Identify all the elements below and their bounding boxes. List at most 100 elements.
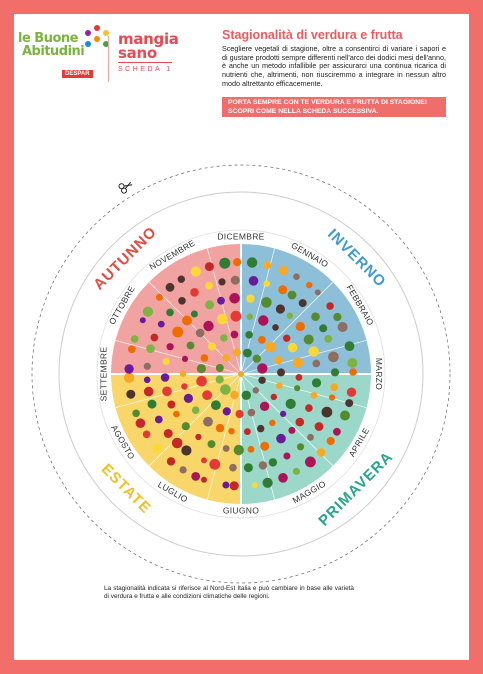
produce-illustration [183, 393, 193, 403]
month-label: MARZO [374, 358, 384, 390]
produce-illustration [288, 426, 296, 434]
produce-illustration [347, 357, 358, 368]
produce-illustration [295, 374, 303, 381]
produce-illustration [319, 324, 328, 333]
produce-illustration [204, 262, 214, 272]
produce-illustration [247, 408, 256, 417]
produce-illustration [310, 392, 318, 399]
produce-illustration [316, 448, 326, 457]
produce-illustration [154, 415, 163, 424]
produce-illustration [257, 424, 265, 433]
produce-illustration [160, 373, 170, 382]
produce-illustration [124, 364, 134, 374]
info-banner: PORTA SEMPRE CON TE VERDURA E FRUTTA DI … [222, 97, 446, 117]
produce-illustration [277, 368, 285, 377]
produce-illustration [330, 368, 340, 377]
produce-illustration [294, 385, 301, 392]
produce-illustration [230, 275, 240, 285]
produce-illustration [257, 363, 268, 374]
produce-illustration [232, 348, 241, 357]
produce-illustration [278, 285, 288, 295]
produce-illustration [283, 334, 291, 342]
produce-illustration [268, 458, 278, 467]
produce-illustration [196, 375, 207, 387]
produce-illustration [178, 297, 186, 305]
wheel-center-dot [238, 371, 244, 377]
produce-illustration [283, 452, 291, 460]
produce-illustration [285, 398, 296, 409]
produce-illustration [203, 416, 213, 427]
produce-illustration [157, 320, 165, 328]
produce-illustration [222, 445, 230, 452]
mangia-sano-title: mangia sano [118, 32, 179, 61]
brand-underline [118, 62, 172, 63]
produce-illustration [235, 409, 244, 419]
produce-illustration [243, 463, 253, 473]
produce-illustration [270, 393, 277, 401]
produce-illustration [305, 404, 313, 412]
produce-illustration [246, 294, 255, 303]
produce-illustration [286, 312, 293, 319]
produce-illustration [287, 290, 297, 300]
produce-illustration [217, 296, 225, 305]
produce-illustration [263, 261, 272, 270]
produce-illustration [166, 343, 174, 351]
produce-illustration [165, 282, 175, 292]
produce-illustration [337, 322, 348, 332]
produce-illustration [205, 281, 214, 290]
produce-illustration [201, 476, 207, 483]
produce-illustration [181, 445, 192, 456]
produce-illustration [186, 341, 195, 350]
produce-illustration [217, 313, 228, 325]
produce-illustration [142, 430, 151, 439]
produce-illustration [181, 355, 189, 362]
produce-illustration [162, 357, 170, 365]
produce-illustration [308, 346, 319, 357]
produce-illustration [162, 386, 172, 397]
produce-illustration [220, 334, 228, 342]
produce-illustration [179, 370, 187, 377]
produce-illustration [208, 342, 216, 351]
produce-illustration [191, 406, 200, 415]
produce-illustration [333, 312, 342, 322]
produce-illustration [166, 308, 174, 317]
produce-illustration [233, 258, 242, 267]
produce-illustration [139, 317, 146, 324]
produce-illustration [330, 383, 338, 392]
produce-illustration [209, 458, 221, 470]
produce-illustration [123, 372, 135, 383]
produce-illustration [191, 472, 201, 481]
produce-illustration [222, 407, 231, 416]
produce-illustration [195, 328, 205, 338]
produce-illustration [298, 299, 307, 308]
footnote: La stagionalità indicata si riferisce al… [104, 585, 354, 600]
logo-line2: Abitudini [22, 44, 85, 59]
produce-illustration [190, 288, 199, 297]
scissors-icon [118, 181, 133, 194]
produce-illustration [179, 466, 187, 474]
produce-illustration [258, 461, 268, 470]
produce-illustration [200, 354, 209, 362]
produce-illustration [126, 389, 136, 399]
produce-illustration [211, 400, 221, 411]
produce-illustration [276, 382, 283, 389]
produce-illustration [167, 400, 176, 409]
produce-illustration [229, 463, 237, 472]
produce-illustration [265, 341, 276, 353]
produce-illustration [142, 306, 153, 317]
produce-illustration [143, 362, 151, 370]
produce-illustration [252, 354, 261, 363]
produce-illustration [307, 433, 314, 441]
produce-illustration [177, 275, 185, 283]
produce-illustration [314, 422, 324, 431]
produce-illustration [132, 409, 140, 418]
produce-illustration [218, 278, 226, 286]
produce-illustration [195, 433, 202, 441]
produce-illustration [152, 443, 163, 454]
logo-dots-icon [85, 25, 109, 47]
produce-illustration [292, 357, 304, 368]
produce-illustration [293, 273, 300, 281]
produce-illustration [229, 481, 239, 491]
produce-illustration [252, 387, 259, 394]
produce-illustration [244, 428, 251, 435]
